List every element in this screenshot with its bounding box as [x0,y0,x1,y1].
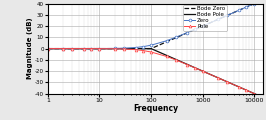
Zero [217,19,220,20]
Pole [185,64,189,65]
Bode Pole [237,86,240,88]
Bode Zero [217,19,220,20]
Bode Pole [71,48,74,49]
Bode Zero [98,48,101,49]
Bode Pole [149,48,153,49]
Pole [90,48,93,49]
Bode Zero [185,32,189,34]
Pole [62,48,65,49]
Zero [82,48,86,49]
Line: Bode Pole: Bode Pole [48,49,263,98]
Bode Pole [98,48,101,49]
Pole [217,77,220,79]
Pole [262,97,265,98]
Pole [165,56,168,57]
Zero [142,46,145,47]
Bode Pole [253,93,256,94]
Bode Zero [253,3,256,4]
Pole [253,93,256,94]
Pole [134,49,137,50]
Bode Pole [113,48,117,49]
Y-axis label: Magnitude (dB): Magnitude (dB) [27,18,33,79]
Pole [245,89,248,91]
Bode Zero [82,48,86,49]
Bode Zero [90,48,93,49]
Zero [113,48,117,49]
Pole [237,86,240,88]
Bode Zero [226,15,229,16]
Bode Pole [165,55,168,56]
Bode Zero [123,48,126,49]
Zero [165,40,168,41]
Pole [82,48,86,49]
Bode Pole [82,48,86,49]
Zero [201,25,204,27]
Zero [149,45,153,46]
Zero [253,3,256,4]
Bode Pole [123,48,126,49]
Bode Zero [149,48,153,49]
Line: Zero: Zero [47,0,265,50]
Zero [174,37,177,38]
Bode Zero [201,25,204,27]
Bode Zero [193,29,196,30]
Bode Zero [46,48,49,49]
Zero [46,48,49,49]
Bode Zero [165,41,168,43]
Bode Pole [174,59,177,60]
Zero [123,47,126,49]
Zero [226,15,229,16]
Bode Pole [245,89,248,91]
Zero [237,10,240,11]
Bode Pole [226,81,229,83]
Zero [90,48,93,49]
Bode Pole [185,64,189,65]
Zero [193,29,196,30]
Pole [149,51,153,53]
Pole [142,50,145,51]
Bode Zero [62,48,65,49]
Bode Zero [237,10,240,11]
X-axis label: Frequency: Frequency [133,104,178,113]
Zero [134,47,137,48]
Line: Bode Zero: Bode Zero [48,0,263,49]
Pole [123,48,126,50]
Bode Zero [245,6,248,8]
Line: Pole: Pole [47,47,265,99]
Bode Pole [217,77,220,79]
Pole [226,81,229,83]
Zero [71,48,74,49]
Pole [193,67,196,68]
Pole [113,48,117,50]
Pole [46,48,49,49]
Bode Pole [193,67,196,68]
Zero [62,48,65,49]
Bode Zero [142,48,145,49]
Legend: Bode Zero, Bode Pole, Zero, Pole: Bode Zero, Bode Pole, Zero, Pole [182,5,227,31]
Pole [201,70,204,72]
Bode Pole [46,48,49,49]
Pole [98,48,101,49]
Bode Pole [201,70,204,72]
Bode Zero [113,48,117,49]
Zero [245,6,248,8]
Bode Pole [142,48,145,49]
Zero [185,32,189,33]
Bode Zero [71,48,74,49]
Pole [174,59,177,61]
Bode Pole [62,48,65,49]
Bode Zero [134,48,137,49]
Bode Pole [90,48,93,49]
Bode Pole [262,97,265,98]
Bode Zero [174,37,177,39]
Zero [98,48,101,49]
Pole [71,48,74,49]
Bode Pole [134,48,137,49]
